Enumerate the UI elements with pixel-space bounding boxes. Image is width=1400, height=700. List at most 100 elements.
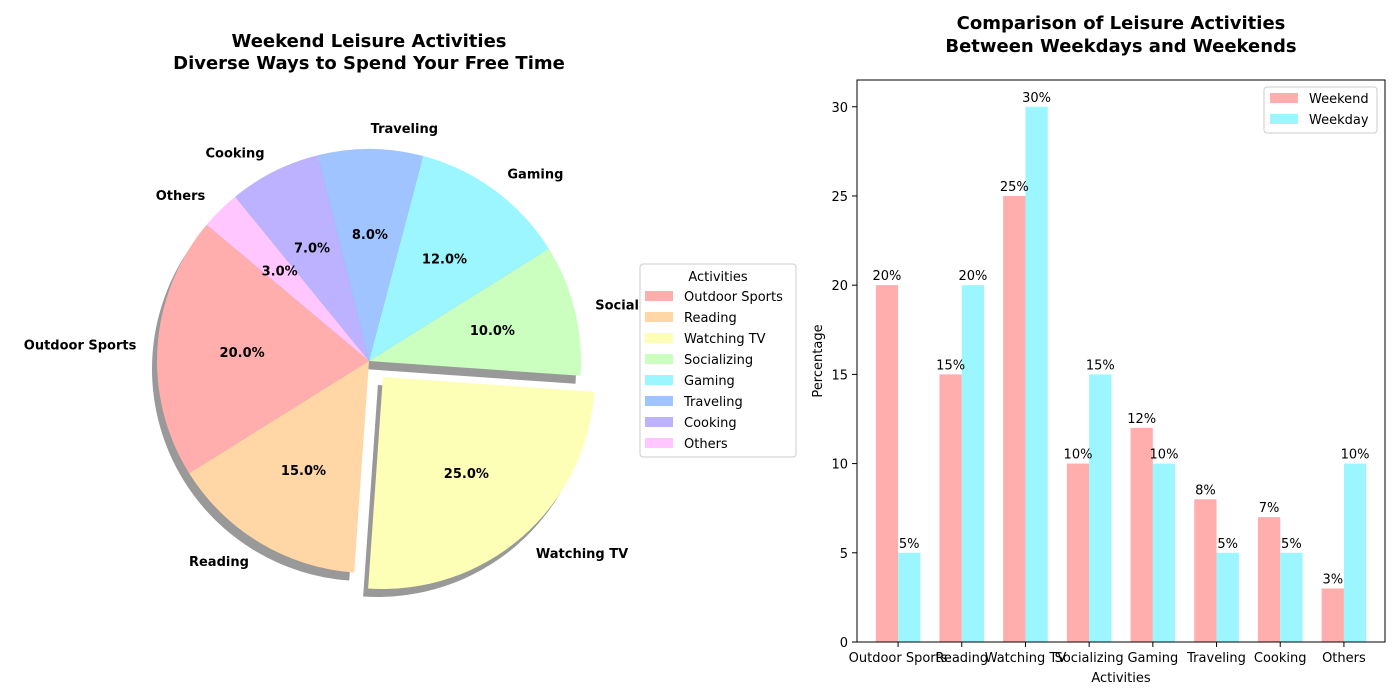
bar-legend-swatch-weekend xyxy=(1270,93,1298,103)
bar-legend: Weekend Weekday xyxy=(1263,86,1378,134)
bar-label-weekday-traveling: 5% xyxy=(1217,537,1238,552)
bar-weekday-reading xyxy=(961,285,985,642)
x-tick-label-cooking: Cooking xyxy=(1254,651,1307,666)
plot-frame xyxy=(856,79,1386,643)
pie-legend: Activities Outdoor Sports Reading Watching… xyxy=(639,263,797,458)
pie-label-reading: Reading xyxy=(189,555,249,570)
bar-label-weekend-cooking: 7% xyxy=(1259,501,1280,516)
pie-chart: Weekend Leisure Activities Diverse Ways … xyxy=(24,31,797,597)
x-tick-label-reading: Reading xyxy=(935,651,988,666)
legend-frame xyxy=(639,263,797,458)
bar-legend-items: Weekend Weekday xyxy=(1270,92,1369,128)
bar-label-weekend-traveling: 8% xyxy=(1195,483,1216,498)
pie-title-line-2: Diverse Ways to Spend Your Free Time xyxy=(173,53,565,74)
bar-weekend-gaming xyxy=(1130,427,1153,642)
bar-label-weekend-others: 3% xyxy=(1322,572,1343,587)
bar-weekend-traveling xyxy=(1194,499,1217,642)
bar-title-line-2: Between Weekdays and Weekends xyxy=(945,36,1296,57)
bar-label-weekday-socializing: 15% xyxy=(1086,358,1115,373)
legend-label-socializing: Socializing xyxy=(684,353,753,368)
bar-weekday-traveling xyxy=(1216,552,1239,642)
bars xyxy=(875,106,1367,642)
pie-slice-gaming xyxy=(369,156,549,361)
bar-legend-swatch-weekday xyxy=(1270,114,1298,124)
pie-slice-socializing xyxy=(369,248,581,376)
pie-slice-reading xyxy=(189,361,369,573)
x-axis-label: Activities xyxy=(1091,671,1151,686)
bar-weekday-socializing xyxy=(1089,374,1112,642)
y-tick-label-5: 5 xyxy=(840,547,848,562)
pie-slice-cooking xyxy=(235,155,369,361)
bar-weekend-cooking xyxy=(1257,517,1281,642)
bar-label-weekday-gaming: 10% xyxy=(1150,448,1179,463)
pie-percent-socializing: 10.0% xyxy=(470,324,515,339)
pie-label-others: Others xyxy=(156,189,206,204)
pie-percent-reading: 15.0% xyxy=(281,464,326,479)
legend-swatch-cooking xyxy=(645,417,673,427)
x-tick-label-outdoor-sports: Outdoor Sports xyxy=(849,651,948,666)
pie-label-traveling: Traveling xyxy=(371,122,438,137)
bar-legend-label-weekend: Weekend xyxy=(1309,92,1369,107)
legend-label-reading: Reading xyxy=(684,311,737,326)
pie-label-gaming: Gaming xyxy=(507,167,563,182)
legend-label-outdoor-sports: Outdoor Sports xyxy=(684,290,783,305)
bar-title-line-1: Comparison of Leisure Activities xyxy=(957,13,1286,34)
bar-weekday-cooking xyxy=(1280,552,1303,642)
pie-slices xyxy=(156,148,595,589)
pie-slice-outdoor-sports xyxy=(156,224,369,474)
bar-label-weekend-socializing: 10% xyxy=(1064,448,1093,463)
bar-label-weekday-watching-tv: 30% xyxy=(1022,91,1051,106)
y-tick-label-20: 20 xyxy=(831,279,848,294)
bar-weekend-watching-tv xyxy=(1003,195,1026,642)
legend-label-others: Others xyxy=(684,437,728,452)
legend-label-traveling: Traveling xyxy=(683,395,743,410)
x-tick-label-socializing: Socializing xyxy=(1055,651,1124,666)
legend-swatch-socializing xyxy=(645,354,673,364)
pie-slice-traveling xyxy=(317,148,424,361)
bar-value-labels: 20% 15% 25% 10% 12% 8% 7% 3% 5% 20% 30% 15% 10% 5% 5% 1… xyxy=(872,91,1369,588)
x-tick-label-watching-tv: Watching TV xyxy=(985,651,1067,666)
legend-items: Outdoor Sports Reading Watching TV Socializ… xyxy=(645,290,783,452)
x-tick-label-gaming: Gaming xyxy=(1127,651,1178,666)
bar-label-weekday-outdoor-sports: 5% xyxy=(899,537,920,552)
legend-label-gaming: Gaming xyxy=(684,374,735,389)
y-axis: 0 5 10 15 20 25 30 xyxy=(831,101,857,651)
bar-weekday-watching-tv xyxy=(1025,106,1048,642)
legend-title: Activities xyxy=(688,270,748,285)
legend-label-cooking: Cooking xyxy=(684,416,737,431)
legend-swatch-outdoor-sports xyxy=(645,291,673,301)
x-tick-label-traveling: Traveling xyxy=(1186,651,1246,666)
legend-swatch-watching-tv xyxy=(645,333,673,343)
y-tick-label-25: 25 xyxy=(831,190,848,205)
bar-weekend-reading xyxy=(939,374,962,642)
x-tick-label-others: Others xyxy=(1322,651,1366,666)
bar-weekday-gaming xyxy=(1152,463,1176,642)
bar-label-weekday-reading: 20% xyxy=(958,269,987,284)
pie-percent-watching-tv: 25.0% xyxy=(444,467,489,482)
bar-weekday-others xyxy=(1343,463,1367,642)
pie-percent-others: 3.0% xyxy=(262,264,298,279)
bar-label-weekend-watching-tv: 25% xyxy=(1000,180,1029,195)
legend-label-watching-tv: Watching TV xyxy=(684,332,766,347)
bar-chart: Comparison of Leisure Activities Between… xyxy=(811,13,1386,686)
legend-swatch-reading xyxy=(645,312,673,322)
pie-slice-others xyxy=(206,196,369,361)
y-axis-label: Percentage xyxy=(811,324,826,397)
bar-weekend-socializing xyxy=(1066,463,1090,642)
bar-weekend-others xyxy=(1321,588,1344,642)
pie-slice-watching-tv xyxy=(368,376,595,589)
legend-swatch-others xyxy=(645,438,673,448)
bar-legend-label-weekday: Weekday xyxy=(1309,113,1369,128)
pie-percent-traveling: 8.0% xyxy=(352,228,388,243)
y-tick-label-0: 0 xyxy=(840,636,848,651)
bar-label-weekend-gaming: 12% xyxy=(1127,412,1156,427)
pie-percent-outdoor-sports: 20.0% xyxy=(220,346,265,361)
y-tick-label-10: 10 xyxy=(831,458,848,473)
bar-label-weekday-cooking: 5% xyxy=(1281,537,1302,552)
bar-label-weekend-outdoor-sports: 20% xyxy=(872,269,901,284)
pie-label-outdoor-sports: Outdoor Sports xyxy=(24,339,137,354)
legend-swatch-traveling xyxy=(645,396,673,406)
y-tick-label-30: 30 xyxy=(831,101,848,116)
